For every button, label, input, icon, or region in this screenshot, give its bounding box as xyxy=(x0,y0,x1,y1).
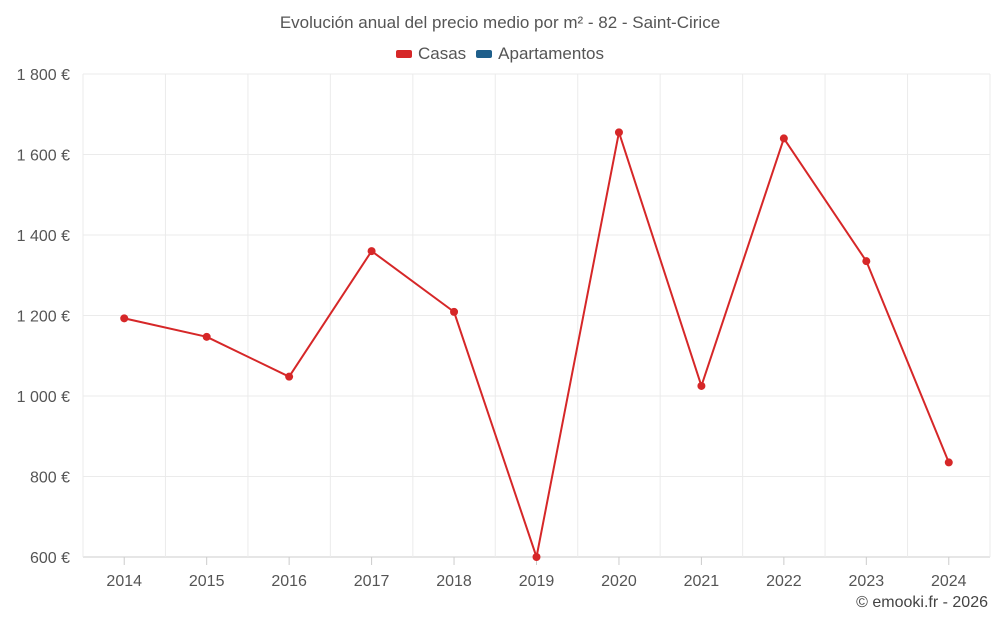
data-point xyxy=(779,134,788,143)
legend-item-apartamentos[interactable]: Apartamentos xyxy=(476,44,604,64)
x-tick-label: 2019 xyxy=(519,573,555,590)
y-tick-label: 1 600 € xyxy=(17,148,70,165)
grid xyxy=(82,73,991,558)
x-tick-label: 2023 xyxy=(849,573,885,590)
y-tick-label: 800 € xyxy=(30,470,70,487)
axes: 600 € 800 € 1 000 € 1 200 € 1 400 € 1 600 € 1 … xyxy=(17,67,967,590)
x-tick-label: 2022 xyxy=(766,573,802,590)
x-tick-label: 2015 xyxy=(189,573,225,590)
data-point xyxy=(367,247,376,256)
x-tick-label: 2014 xyxy=(106,573,142,590)
x-tick-label: 2024 xyxy=(931,573,967,590)
legend-label-casas: Casas xyxy=(417,44,467,63)
legend: Casas Apartamentos xyxy=(0,44,1000,64)
credit-text: © emooki.fr - 2026 xyxy=(856,594,988,611)
data-point xyxy=(202,332,211,341)
y-tick-label: 1 800 € xyxy=(17,67,70,84)
data-point xyxy=(450,307,459,316)
data-point xyxy=(285,372,294,381)
data-point xyxy=(532,553,541,561)
data-point xyxy=(120,314,129,323)
data-point xyxy=(944,458,953,467)
chart-title: Evolución anual del precio medio por m² … xyxy=(279,13,721,32)
legend-item-casas[interactable]: Casas xyxy=(395,44,467,64)
x-tick-label: 2020 xyxy=(601,573,637,590)
x-tick-label: 2018 xyxy=(436,573,472,590)
y-tick-label: 1 400 € xyxy=(17,228,70,245)
data-point xyxy=(862,257,871,266)
x-tick-label: 2016 xyxy=(271,573,307,590)
y-tick-label: 600 € xyxy=(30,550,70,567)
data-point xyxy=(614,128,623,137)
data-point xyxy=(697,381,706,390)
legend-swatch-casas xyxy=(395,50,412,58)
legend-label-apartamentos: Apartamentos xyxy=(498,44,605,63)
x-tick-label: 2021 xyxy=(684,573,720,590)
x-tick-label: 2017 xyxy=(354,573,390,590)
series-layer xyxy=(120,128,953,561)
y-tick-label: 1 200 € xyxy=(17,309,70,326)
legend-swatch-apartamentos xyxy=(476,50,493,58)
y-tick-label: 1 000 € xyxy=(17,389,70,406)
